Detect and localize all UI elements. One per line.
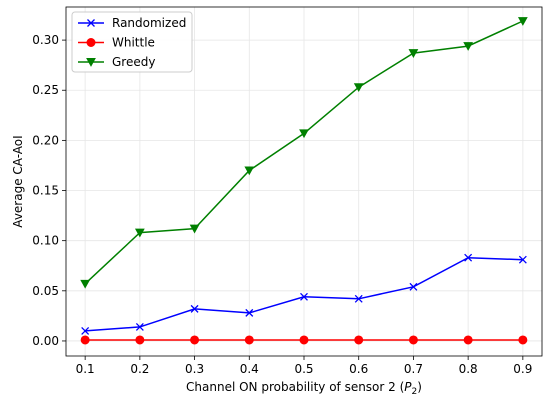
data-point <box>408 49 419 58</box>
data-point <box>134 228 145 238</box>
data-point <box>300 292 308 301</box>
data-point <box>245 308 254 317</box>
data-point <box>517 17 528 26</box>
data-point <box>135 322 144 331</box>
series-whittle <box>80 335 528 345</box>
legend: Randomized Whittle Greedy <box>71 11 193 73</box>
data-point <box>463 335 473 345</box>
legend-label: Whittle <box>112 36 155 50</box>
x-tick-label: 0.5 <box>294 362 313 376</box>
data-point <box>244 335 254 345</box>
x-label-subscript: 2 <box>412 387 418 397</box>
legend-label: Randomized <box>112 16 186 30</box>
y-tick-label: 0.00 <box>32 334 59 348</box>
data-point <box>464 253 473 262</box>
x-tick-label: 0.9 <box>513 362 532 376</box>
y-tick-label: 0.10 <box>32 234 59 248</box>
data-point <box>189 224 200 234</box>
data-point <box>86 58 96 67</box>
grid <box>66 7 542 356</box>
series-greedy <box>80 17 528 289</box>
y-tick-label: 0.30 <box>32 33 59 47</box>
x-tick-label: 0.4 <box>240 362 259 376</box>
data-point <box>518 335 528 345</box>
data-point <box>81 326 90 335</box>
data-point <box>86 38 96 47</box>
x-tick-label: 0.3 <box>185 362 204 376</box>
data-point <box>409 282 418 291</box>
data-point <box>244 166 255 176</box>
x-tick-label: 0.7 <box>404 362 423 376</box>
data-point <box>80 279 91 289</box>
data-point <box>80 335 90 345</box>
ticks: 0.1 0.2 0.3 0.4 0.5 0.6 0.7 0.8 0.9 0.00 0.05 0.10 0… <box>32 33 532 376</box>
x-label-symbol: P <box>404 380 412 394</box>
x-label-close: ) <box>417 380 422 394</box>
data-point <box>299 335 309 345</box>
x-tick-label: 0.1 <box>76 362 95 376</box>
data-point <box>299 129 309 139</box>
data-point <box>87 19 95 27</box>
x-tick-label: 0.2 <box>130 362 149 376</box>
data-point <box>353 83 364 93</box>
data-point <box>354 335 364 345</box>
x-axis-label: Channel ON probability of sensor 2 (P2) <box>186 380 422 397</box>
series-randomized <box>81 253 527 335</box>
data-point <box>408 335 418 345</box>
y-tick-label: 0.15 <box>32 184 59 198</box>
data-point <box>190 304 199 313</box>
data-point <box>518 255 527 264</box>
legend-entry: Randomized <box>78 16 186 30</box>
y-tick-label: 0.25 <box>32 83 59 97</box>
series-layer <box>80 17 528 345</box>
data-point <box>190 335 200 345</box>
data-point <box>135 335 145 345</box>
y-tick-label: 0.05 <box>32 284 59 298</box>
legend-label: Greedy <box>112 55 155 69</box>
y-tick-label: 0.20 <box>32 133 59 147</box>
data-point <box>354 294 363 303</box>
x-tick-label: 0.6 <box>349 362 368 376</box>
data-point <box>463 42 474 51</box>
legend-box <box>71 11 193 73</box>
x-tick-label: 0.8 <box>459 362 478 376</box>
legend-entry: Greedy <box>78 55 155 69</box>
y-axis-label: Average CA-AoI <box>11 135 25 227</box>
legend-entry: Whittle <box>78 36 155 50</box>
